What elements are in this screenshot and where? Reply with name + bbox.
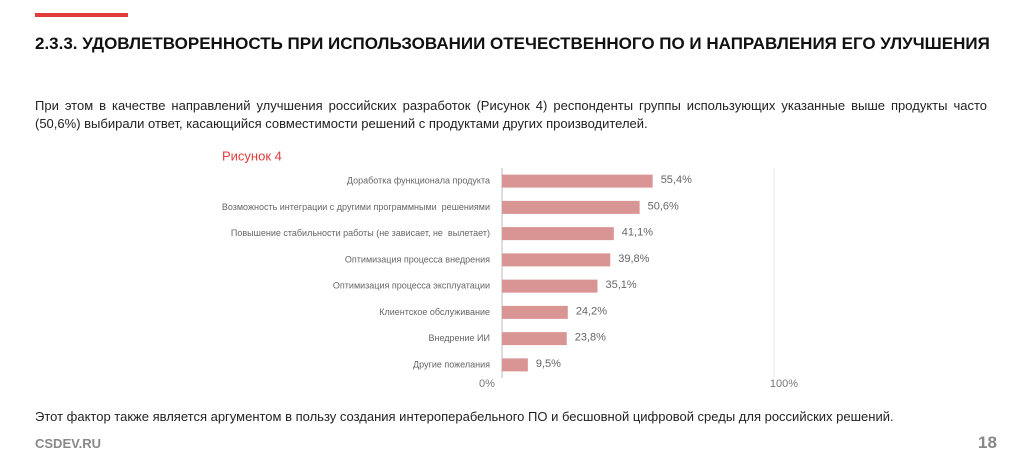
value-label: 35,1%	[605, 279, 636, 291]
category-label: Возможность интеграции с другими програм…	[222, 202, 490, 212]
bar	[502, 253, 611, 267]
bar	[502, 358, 528, 372]
x-tick-label: 0%	[479, 378, 495, 390]
chart-title: Рисунок 4	[222, 148, 282, 163]
value-label: 41,1%	[622, 227, 653, 239]
value-label: 39,8%	[618, 253, 649, 265]
section-title: 2.3.3. УДОВЛЕТВОРЕННОСТЬ ПРИ ИСПОЛЬЗОВАН…	[35, 34, 990, 53]
bar	[502, 174, 653, 188]
category-label: Внедрение ИИ	[429, 333, 490, 343]
paragraph: Этот фактор также является аргументом в …	[35, 409, 894, 424]
category-label: Клиентское обслуживание	[379, 307, 490, 317]
bar	[502, 227, 614, 241]
page-number: 18	[978, 433, 997, 452]
bar	[502, 279, 598, 293]
bar	[502, 332, 567, 346]
bar	[502, 305, 568, 319]
accent-bar	[35, 13, 128, 17]
category-label: Оптимизация процесса эксплуатации	[333, 281, 490, 291]
value-label: 50,6%	[648, 200, 679, 212]
category-label: Повышение стабильности работы (не зависа…	[231, 228, 490, 238]
value-label: 55,4%	[661, 174, 692, 186]
value-label: 24,2%	[576, 305, 607, 317]
value-label: 23,8%	[575, 332, 606, 344]
footer-site: CSDEV.RU	[35, 436, 101, 451]
paragraph: При этом в качестве направлений улучшени…	[35, 98, 987, 131]
category-label: Другие пожелания	[413, 359, 490, 369]
category-label: Оптимизация процесса внедрения	[345, 254, 490, 264]
value-label: 9,5%	[536, 358, 561, 370]
bar	[502, 200, 640, 214]
category-label: Доработка функционала продукта	[347, 176, 490, 186]
x-tick-label: 100%	[770, 378, 798, 390]
